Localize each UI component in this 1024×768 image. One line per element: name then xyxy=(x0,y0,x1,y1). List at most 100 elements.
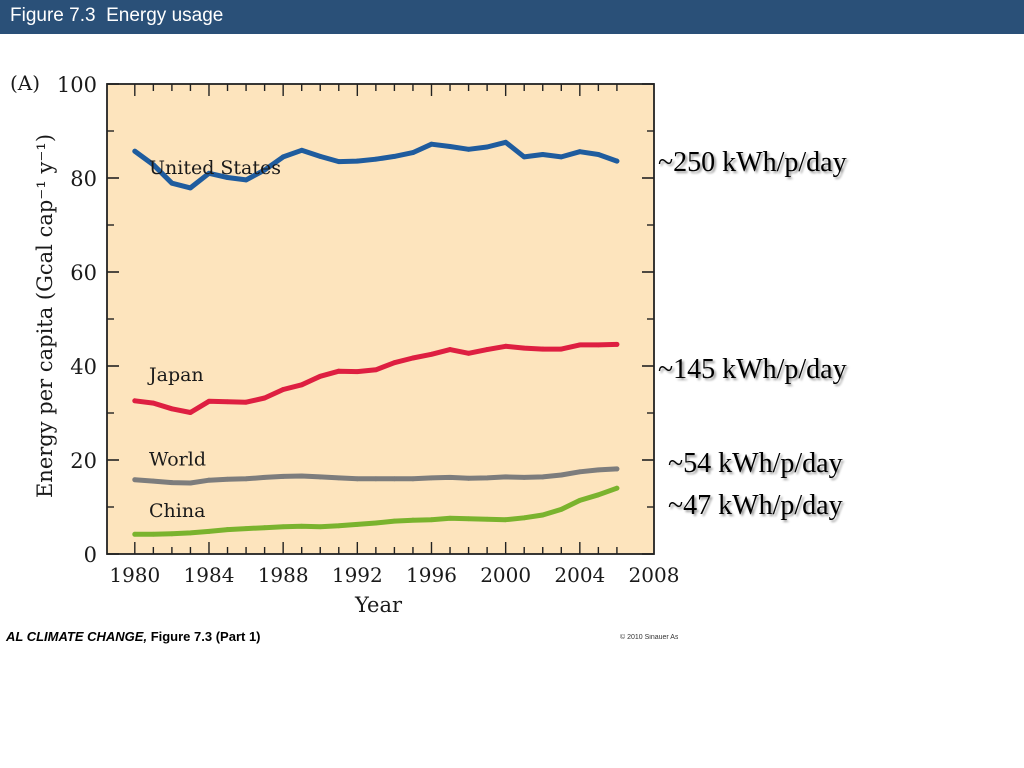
data-point-world xyxy=(354,476,360,482)
data-point-japan xyxy=(299,382,305,388)
data-point-japan xyxy=(521,345,527,351)
data-point-china xyxy=(243,526,249,532)
y-tick-label: 80 xyxy=(70,167,97,191)
data-point-japan xyxy=(503,343,509,349)
data-point-japan xyxy=(410,355,416,361)
data-point-world xyxy=(169,480,175,485)
data-point-united-states xyxy=(392,153,397,159)
data-point-china xyxy=(595,492,601,498)
data-point-world xyxy=(447,474,453,480)
data-point-united-states xyxy=(466,146,471,152)
data-point-china xyxy=(577,498,583,503)
copyright-notice: © 2010 Sinauer Associates xyxy=(620,634,678,641)
data-point-japan xyxy=(484,347,490,352)
caption-figure-ref: Figure 7.3 (Part 1) xyxy=(147,629,261,644)
data-point-china xyxy=(150,531,156,537)
data-point-world xyxy=(521,474,527,480)
x-tick-label: 2004 xyxy=(554,563,605,587)
data-point-china xyxy=(466,516,471,522)
series-label-japan: Japan xyxy=(147,364,204,386)
data-point-china xyxy=(540,512,546,518)
data-point-united-states xyxy=(262,167,268,173)
data-point-china xyxy=(169,531,175,537)
series-label-china: China xyxy=(149,500,205,522)
data-point-japan xyxy=(132,398,138,404)
data-point-united-states xyxy=(595,152,601,157)
data-point-united-states xyxy=(336,159,342,164)
annotation-world-kwh: ~54 kWh/p/day xyxy=(668,448,843,479)
data-point-united-states xyxy=(484,144,490,150)
y-tick-label: 40 xyxy=(70,355,97,379)
data-point-china xyxy=(558,506,564,512)
data-point-united-states xyxy=(410,150,416,156)
data-point-united-states xyxy=(169,180,175,186)
y-tick-label: 100 xyxy=(57,73,97,97)
plot-frame xyxy=(106,83,655,555)
y-axis-label: Energy per capita (Gcal cap⁻¹ y⁻¹) xyxy=(33,134,57,498)
data-point-united-states xyxy=(299,147,305,153)
data-point-world xyxy=(373,476,379,482)
data-point-united-states xyxy=(614,158,620,164)
data-point-world xyxy=(484,475,490,481)
data-point-japan xyxy=(150,400,156,406)
x-axis-ticks: 1980 1984 1988 1992 1996 2000 2004 2008 xyxy=(109,84,679,587)
data-point-china xyxy=(299,523,305,529)
data-point-united-states xyxy=(354,158,360,164)
data-point-japan xyxy=(373,367,379,373)
data-point-world xyxy=(243,476,249,482)
data-point-japan xyxy=(280,387,286,392)
data-point-japan xyxy=(577,342,583,348)
data-point-world xyxy=(392,476,397,482)
data-point-china xyxy=(132,531,138,537)
data-point-world xyxy=(540,474,546,480)
data-point-united-states xyxy=(577,149,583,155)
data-point-china xyxy=(280,524,286,530)
data-point-world xyxy=(558,472,564,478)
data-point-japan xyxy=(188,410,193,415)
x-tick-label: 1992 xyxy=(332,563,383,587)
data-point-japan xyxy=(614,341,620,347)
data-point-world xyxy=(150,478,156,484)
data-point-world xyxy=(595,467,601,473)
data-point-china xyxy=(317,524,323,530)
data-point-world xyxy=(262,474,268,480)
data-point-united-states xyxy=(132,148,138,154)
data-point-world xyxy=(280,474,286,479)
data-point-united-states xyxy=(429,141,434,147)
data-point-world xyxy=(317,474,323,480)
series-label-united-states: United States xyxy=(149,157,281,179)
data-point-world xyxy=(299,473,305,479)
data-point-japan xyxy=(336,368,342,374)
data-point-japan xyxy=(169,406,175,412)
data-point-japan xyxy=(262,395,268,401)
data-point-world xyxy=(614,466,620,472)
data-point-japan xyxy=(540,346,546,352)
data-point-japan xyxy=(558,346,564,352)
x-tick-label: 1988 xyxy=(258,563,309,587)
x-tick-label: 1984 xyxy=(184,563,235,587)
data-point-united-states xyxy=(447,144,453,149)
series-japan: Japan xyxy=(132,341,620,415)
x-axis-label: Year xyxy=(354,593,403,617)
data-point-world xyxy=(132,477,138,483)
data-point-japan xyxy=(447,347,453,352)
series-china: China xyxy=(132,485,620,537)
y-axis-ticks: 0 20 40 60 80 100 xyxy=(57,73,654,567)
data-point-world xyxy=(336,475,342,481)
data-point-japan xyxy=(243,399,249,405)
data-point-china xyxy=(262,525,268,531)
data-point-japan xyxy=(317,373,323,379)
data-point-world xyxy=(188,480,193,486)
data-point-japan xyxy=(206,398,212,404)
data-point-world xyxy=(577,469,583,475)
data-point-world xyxy=(503,474,509,480)
data-point-united-states xyxy=(373,156,379,162)
x-tick-label: 1996 xyxy=(406,563,457,587)
data-point-united-states xyxy=(188,185,193,191)
data-point-china xyxy=(225,527,230,532)
data-point-united-states xyxy=(243,177,249,183)
data-point-china xyxy=(447,515,453,521)
data-point-china xyxy=(614,485,620,491)
data-point-japan xyxy=(225,399,230,405)
slide-title: Figure 7.3 Energy usage xyxy=(10,5,224,26)
